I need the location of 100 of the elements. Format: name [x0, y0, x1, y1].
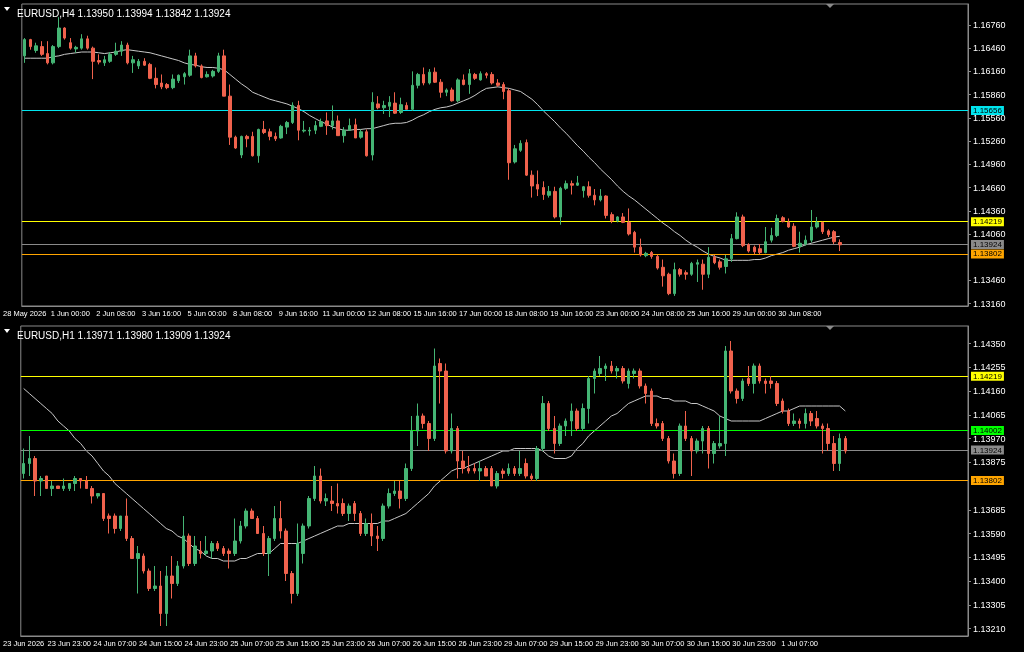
candlestick	[758, 243, 762, 255]
y-tick-label: 1.13875	[973, 457, 1006, 468]
candlestick	[29, 38, 32, 51]
candlestick	[176, 560, 179, 587]
candlestick	[468, 68, 471, 95]
candlestick	[193, 535, 197, 567]
candlestick	[324, 493, 328, 507]
candlestick	[114, 42, 118, 57]
candlestick	[222, 545, 225, 557]
candlestick	[752, 363, 756, 394]
candlestick	[336, 115, 340, 137]
candlestick	[200, 63, 203, 79]
y-tick-label: 1.14360	[973, 205, 1006, 216]
candlestick	[809, 410, 813, 427]
candlestick	[148, 62, 152, 80]
candlestick	[439, 78, 443, 99]
y-tick-label: 1.14960	[973, 159, 1006, 170]
candlestick	[336, 483, 339, 514]
y-tick-label: 1.13210	[973, 623, 1006, 634]
candlestick	[513, 465, 516, 477]
candlestick	[507, 463, 510, 477]
candlestick	[171, 73, 175, 90]
candlestick	[301, 523, 305, 564]
candlestick	[359, 510, 362, 537]
candlestick	[250, 508, 254, 519]
candlestick	[490, 465, 493, 487]
candlestick	[530, 169, 534, 199]
candlestick	[627, 368, 630, 389]
candlestick	[307, 495, 311, 529]
candlestick	[826, 423, 830, 452]
candlestick	[735, 211, 739, 240]
candlestick	[747, 242, 750, 254]
candlestick	[559, 186, 562, 226]
candlestick	[267, 535, 271, 577]
candlestick	[416, 403, 419, 447]
candlestick	[507, 87, 511, 181]
candlestick	[405, 101, 408, 110]
ref-line-label: 1.13924	[973, 445, 1003, 455]
candlestick	[187, 533, 191, 567]
candlestick	[86, 35, 89, 51]
candlestick	[587, 375, 590, 424]
candlestick	[399, 97, 403, 115]
candlestick	[535, 445, 539, 482]
candlestick	[661, 420, 664, 442]
candlestick	[279, 500, 282, 539]
candlestick	[256, 515, 259, 534]
ref-line-label: 1.13924	[973, 240, 1003, 250]
candlestick	[524, 458, 528, 479]
candlestick	[747, 365, 750, 387]
candlestick	[268, 128, 272, 141]
y-tick-label: 1.16460	[973, 43, 1006, 54]
candlestick	[290, 570, 294, 604]
y-tick-label: 1.13160	[973, 298, 1006, 309]
candlestick	[131, 55, 135, 74]
y-tick-label: 1.13970	[973, 433, 1006, 444]
candlestick	[718, 415, 722, 449]
candlestick	[126, 42, 129, 65]
candlestick	[80, 33, 83, 51]
candlestick	[427, 420, 431, 452]
candlestick	[319, 468, 322, 504]
candlestick	[211, 69, 215, 79]
y-tick-label: 1.13495	[973, 552, 1006, 563]
candlestick	[632, 368, 636, 379]
candlestick	[473, 72, 477, 81]
candlestick	[411, 70, 414, 112]
candlestick	[570, 180, 574, 195]
candlestick	[775, 380, 779, 407]
candlestick	[798, 231, 802, 254]
candlestick	[302, 120, 306, 134]
candlestick	[228, 84, 232, 146]
candlestick	[137, 58, 140, 70]
candlestick	[34, 42, 38, 54]
candlestick	[433, 67, 437, 84]
candlestick	[204, 535, 208, 557]
candlestick	[147, 568, 151, 592]
candlestick	[467, 455, 470, 474]
candlestick	[741, 214, 745, 248]
candlestick	[97, 53, 101, 65]
candlestick	[547, 400, 550, 432]
candlestick	[616, 215, 619, 223]
ref-line-label: 1.14219	[973, 371, 1003, 381]
candlestick	[28, 435, 31, 477]
candlestick	[319, 118, 323, 128]
candlestick	[804, 235, 807, 247]
y-tick-label: 1.13460	[973, 275, 1006, 286]
candlestick	[456, 425, 459, 479]
candlestick	[244, 508, 248, 529]
candlestick	[182, 515, 185, 569]
candlestick	[313, 465, 316, 502]
candlestick	[217, 52, 220, 74]
candlestick	[770, 227, 773, 243]
candlestick	[536, 169, 539, 197]
y-tick-label: 1.14255	[973, 362, 1006, 373]
candlestick	[501, 468, 505, 479]
candlestick	[365, 128, 368, 158]
candlestick	[815, 216, 819, 230]
candlestick	[240, 135, 243, 159]
candlestick	[233, 518, 237, 557]
candlestick	[285, 120, 289, 135]
candlestick	[62, 478, 65, 492]
